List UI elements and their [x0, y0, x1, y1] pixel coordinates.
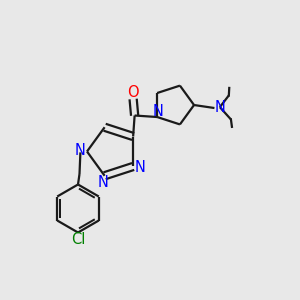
Text: Cl: Cl: [71, 232, 85, 247]
Text: N: N: [214, 100, 225, 115]
Text: N: N: [134, 160, 145, 175]
Text: N: N: [98, 175, 109, 190]
Text: N: N: [152, 104, 163, 119]
Text: N: N: [75, 143, 86, 158]
Text: O: O: [127, 85, 138, 100]
